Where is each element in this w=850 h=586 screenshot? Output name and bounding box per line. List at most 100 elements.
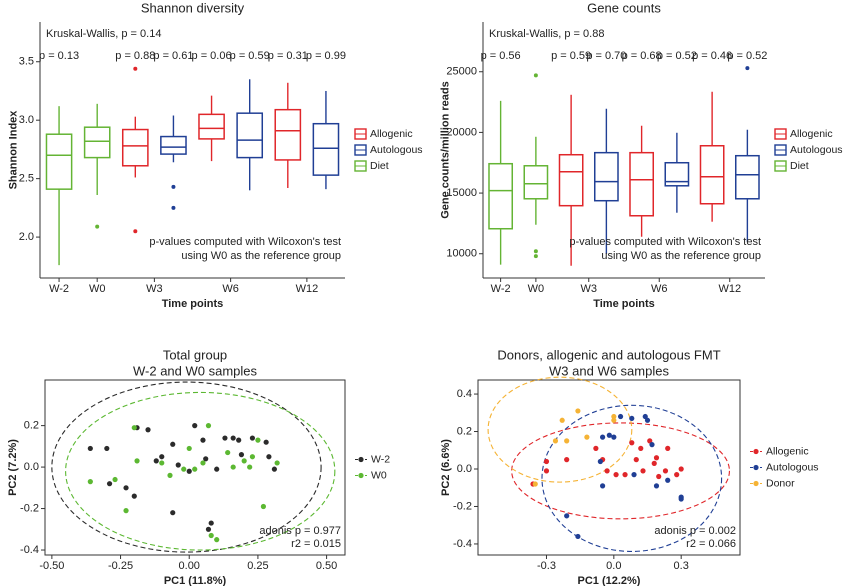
point — [604, 468, 610, 474]
p-value-label: p = 0.13 — [39, 50, 79, 62]
x-tick-label: W3 — [146, 283, 163, 295]
point — [175, 462, 181, 468]
outlier — [533, 249, 538, 254]
point — [238, 452, 245, 458]
outlier — [533, 73, 538, 78]
y-tick-label: 0.0 — [457, 463, 472, 475]
note: p-values computed with Wilcoxon's test — [569, 236, 761, 248]
x-axis-label: Time points — [593, 298, 655, 310]
point — [208, 532, 214, 539]
x-tick-label: 0.25 — [247, 560, 268, 572]
outlier — [133, 66, 138, 71]
legend-swatch-point — [753, 448, 759, 455]
chart-title: Donors, allogenic and autologous FMT — [497, 347, 720, 362]
x-tick-label: -0.3 — [537, 560, 556, 572]
y-tick-label: 2.5 — [19, 173, 34, 185]
point — [123, 485, 129, 491]
point — [230, 464, 236, 470]
box — [274, 108, 302, 161]
y-tick-label: -0.4 — [20, 544, 39, 556]
point — [575, 408, 581, 414]
point — [131, 493, 137, 499]
point — [613, 472, 619, 478]
point — [662, 468, 669, 474]
y-tick-label: 0.2 — [457, 425, 472, 437]
point — [249, 454, 256, 460]
x-tick-label: W0 — [89, 283, 106, 295]
y-tick-label: 0.2 — [24, 420, 39, 432]
y-tick-label: 0.0 — [24, 461, 39, 473]
outlier — [95, 224, 100, 229]
legend-label: W0 — [371, 469, 387, 481]
point — [208, 520, 214, 526]
x-tick-label: W-2 — [491, 283, 511, 295]
annotation: Kruskal-Wallis, p = 0.88 — [489, 28, 604, 40]
point — [600, 434, 606, 440]
x-tick-label: W6 — [222, 283, 239, 295]
outlier — [171, 205, 176, 210]
chart-title: Total group — [163, 347, 227, 362]
point — [678, 496, 684, 502]
point — [597, 458, 603, 465]
x-tick-label: W12 — [718, 283, 741, 295]
p-value-label: p = 0.70 — [586, 50, 626, 62]
p-value-label: p = 0.59 — [551, 50, 591, 62]
point — [575, 533, 581, 540]
point — [611, 434, 617, 440]
point — [678, 466, 684, 472]
legend-label: Diet — [370, 160, 389, 172]
point — [170, 441, 176, 447]
point — [186, 468, 192, 474]
x-tick-label: -0.25 — [108, 560, 133, 572]
point — [649, 442, 655, 448]
p-value-label: p = 0.59 — [230, 50, 270, 62]
point — [214, 537, 220, 543]
p-value-label: p = 0.99 — [306, 50, 346, 62]
legend-label: W-2 — [371, 453, 390, 465]
point — [123, 508, 129, 514]
point — [203, 456, 209, 462]
x-tick-label: 0.00 — [179, 560, 200, 572]
point — [665, 477, 671, 483]
note: using W0 as the reference group — [181, 250, 341, 262]
point — [552, 438, 559, 444]
chart-title: Gene counts — [587, 0, 661, 15]
point — [640, 468, 646, 474]
outlier — [533, 254, 538, 259]
box — [523, 165, 549, 200]
box — [83, 126, 111, 159]
point — [611, 413, 617, 420]
point — [271, 466, 277, 472]
x-tick-label: W6 — [651, 283, 668, 295]
point — [104, 445, 110, 452]
point — [186, 445, 192, 452]
box — [160, 135, 187, 155]
confidence-ellipse — [51, 381, 322, 553]
point — [653, 455, 660, 461]
box — [45, 133, 73, 190]
point — [241, 458, 247, 464]
y-tick-label: -0.2 — [20, 502, 39, 514]
box — [593, 151, 619, 202]
legend-swatch-point — [753, 464, 759, 471]
point — [631, 472, 637, 478]
y-tick-label: 2.0 — [19, 231, 34, 243]
legend-label: Allogenic — [370, 128, 413, 140]
x-tick-label: W0 — [528, 283, 545, 295]
p-value-label: p = 0.88 — [115, 50, 155, 62]
x-axis-label: PC1 (11.8%) — [164, 575, 227, 586]
y-tick-label: 0.4 — [457, 388, 472, 400]
box — [236, 112, 264, 159]
y-axis-label: Gene counts/million reads — [439, 81, 451, 219]
note: r2 = 0.066 — [686, 538, 736, 550]
box — [734, 154, 760, 200]
point — [633, 457, 639, 463]
note: adonis p = 0.002 — [654, 525, 736, 537]
box — [699, 145, 725, 205]
confidence-ellipse — [65, 391, 336, 551]
point — [674, 472, 680, 478]
point — [584, 434, 590, 440]
legend-label: Allogenic — [766, 445, 809, 457]
point — [274, 460, 280, 466]
legend-label: Diet — [790, 160, 809, 172]
